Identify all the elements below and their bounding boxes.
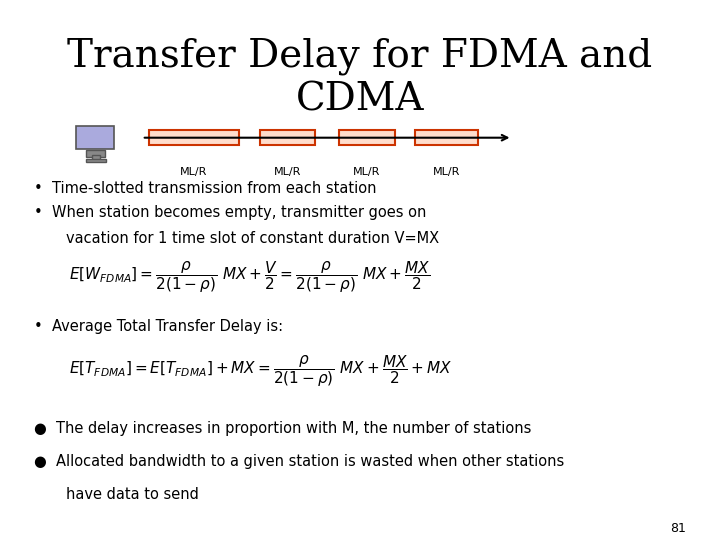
Text: •  Time-slotted transmission from each station: • Time-slotted transmission from each st…	[35, 181, 377, 196]
Bar	[76, 126, 114, 148]
Text: ●  The delay increases in proportion with M, the number of stations: ● The delay increases in proportion with…	[35, 421, 532, 436]
Text: ●  Allocated bandwidth to a given station is wasted when other stations: ● Allocated bandwidth to a given station…	[35, 454, 564, 469]
Text: vacation for 1 time slot of constant duration V=MX: vacation for 1 time slot of constant dur…	[66, 231, 438, 246]
Bar	[149, 130, 239, 145]
Text: ML/R: ML/R	[354, 167, 381, 178]
Text: ML/R: ML/R	[433, 167, 460, 178]
Text: 81: 81	[670, 522, 685, 535]
Text: •  Average Total Transfer Delay is:: • Average Total Transfer Delay is:	[35, 319, 284, 334]
Text: ML/R: ML/R	[274, 167, 301, 178]
Bar	[86, 150, 105, 157]
Bar	[92, 155, 100, 160]
Bar	[339, 130, 395, 145]
Bar	[86, 159, 107, 162]
Bar	[415, 130, 478, 145]
Text: •  When station becomes empty, transmitter goes on: • When station becomes empty, transmitte…	[35, 205, 427, 220]
Text: ML/R: ML/R	[180, 167, 207, 178]
Text: Transfer Delay for FDMA and
CDMA: Transfer Delay for FDMA and CDMA	[68, 38, 652, 118]
Text: have data to send: have data to send	[66, 487, 199, 502]
Text: $E[T_{FDMA}] = E[T_{FDMA}] + MX = \dfrac{\rho}{2(1-\rho)}\ MX + \dfrac{MX}{2} + : $E[T_{FDMA}] = E[T_{FDMA}] + MX = \dfrac…	[69, 354, 452, 389]
Bar	[259, 130, 315, 145]
Text: $E[W_{FDMA}] = \dfrac{\rho}{2(1-\rho)}\ MX + \dfrac{V}{2} = \dfrac{\rho}{2(1-\rh: $E[W_{FDMA}] = \dfrac{\rho}{2(1-\rho)}\ …	[69, 259, 431, 295]
